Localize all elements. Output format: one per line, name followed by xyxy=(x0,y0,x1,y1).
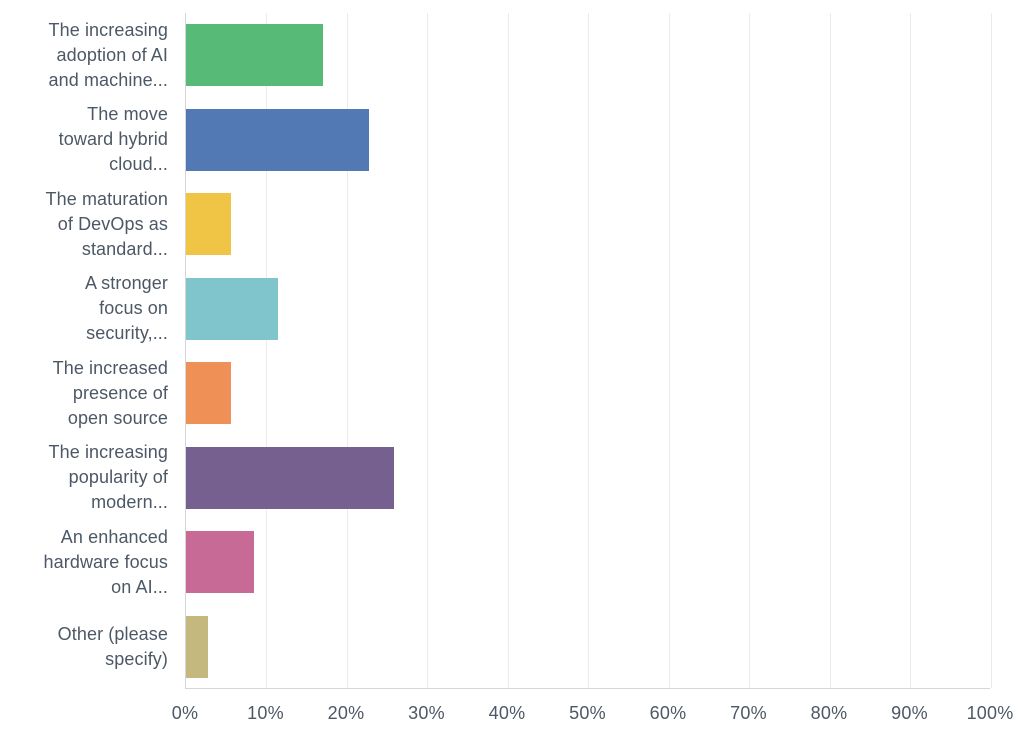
bar-4: 5.6 xyxy=(186,362,232,425)
bar-2: 5.6 xyxy=(186,193,232,256)
x-tick-label-90%: 90% xyxy=(891,703,928,723)
category-label-line: The increasing xyxy=(48,19,168,40)
category-label-3: A stronger focus on security,... xyxy=(0,267,168,352)
x-tick-label-10%: 10% xyxy=(247,703,284,723)
bar-1: 22.7 xyxy=(186,108,369,171)
gridline-70% xyxy=(749,13,750,688)
x-tick-label-80%: 80% xyxy=(810,703,848,723)
gridline-80% xyxy=(829,13,831,688)
x-axis-labels: 0% 10% 20% 30% 40% 50% 60% 70% 80% 90% 100% xyxy=(0,700,1024,730)
category-label-line: popularity of xyxy=(68,467,168,488)
category-label-line: focus on xyxy=(99,298,168,319)
bar-6: 8.5 xyxy=(186,531,255,594)
x-tick-label-70%: 70% xyxy=(730,703,767,723)
gridline-40% xyxy=(507,13,509,688)
bar-5: 25.8 xyxy=(186,446,394,509)
category-label-line: toward hybrid xyxy=(58,129,168,150)
category-label-line: The maturation xyxy=(45,188,168,209)
gridline-20% xyxy=(346,13,348,688)
category-label-line: of DevOps as xyxy=(57,213,168,234)
x-tick-label-40%: 40% xyxy=(488,703,526,723)
category-label-4: The increased presence of open source xyxy=(0,351,168,436)
category-label-line: A stronger xyxy=(84,273,168,294)
category-label-line: open source xyxy=(67,407,168,428)
y-axis-labels: The increasing adoption of AI and machine.… xyxy=(0,13,168,689)
category-label-5: The increasing popularity of modern... xyxy=(0,436,168,521)
gridline-100% xyxy=(990,13,992,688)
gridline-60% xyxy=(668,13,670,688)
category-label-line: standard... xyxy=(81,238,168,259)
category-label-line: The increased xyxy=(52,357,168,378)
gridline-30% xyxy=(427,13,428,688)
category-label-2: The maturation of DevOps as standard... xyxy=(0,182,168,267)
x-tick-label-100%: 100% xyxy=(966,703,1014,723)
category-label-0: The increasing adoption of AI and machine.… xyxy=(0,13,168,98)
category-label-line: The increasing xyxy=(48,442,168,463)
category-label-line: The move xyxy=(87,104,168,125)
category-label-7: Other (please specify) xyxy=(0,605,168,690)
category-label-line: cloud... xyxy=(109,154,168,175)
x-tick-label-20%: 20% xyxy=(327,703,365,723)
bar-0: 17 xyxy=(186,24,323,87)
plot-area: 17 22.7 5.6 11.4 5.6 25.8 8.5 2.7 xyxy=(185,13,992,689)
category-label-line: adoption of AI xyxy=(56,44,168,65)
bar-3: 11.4 xyxy=(186,277,278,340)
category-label-line: presence of xyxy=(72,382,168,403)
category-label-line: specify) xyxy=(105,648,168,669)
category-label-line: on AI... xyxy=(111,576,168,597)
category-label-line: and machine... xyxy=(48,69,168,90)
category-label-line: hardware focus xyxy=(43,551,168,572)
bar-7: 2.7 xyxy=(186,615,208,678)
x-tick-label-0%: 0% xyxy=(171,703,199,723)
category-label-line: An enhanced xyxy=(60,526,168,547)
x-tick-label-50%: 50% xyxy=(569,703,606,723)
x-tick-label-60%: 60% xyxy=(649,703,687,723)
category-label-line: Other (please xyxy=(57,623,168,644)
gridline-50% xyxy=(588,13,589,688)
gridline-90% xyxy=(910,13,911,688)
category-label-line: modern... xyxy=(91,492,168,513)
x-tick-label-30%: 30% xyxy=(408,703,445,723)
gridline-10% xyxy=(266,13,267,688)
category-label-line: security,... xyxy=(86,323,168,344)
category-label-6: An enhanced hardware focus on AI... xyxy=(0,520,168,605)
category-label-1: The move toward hybrid cloud... xyxy=(0,98,168,183)
